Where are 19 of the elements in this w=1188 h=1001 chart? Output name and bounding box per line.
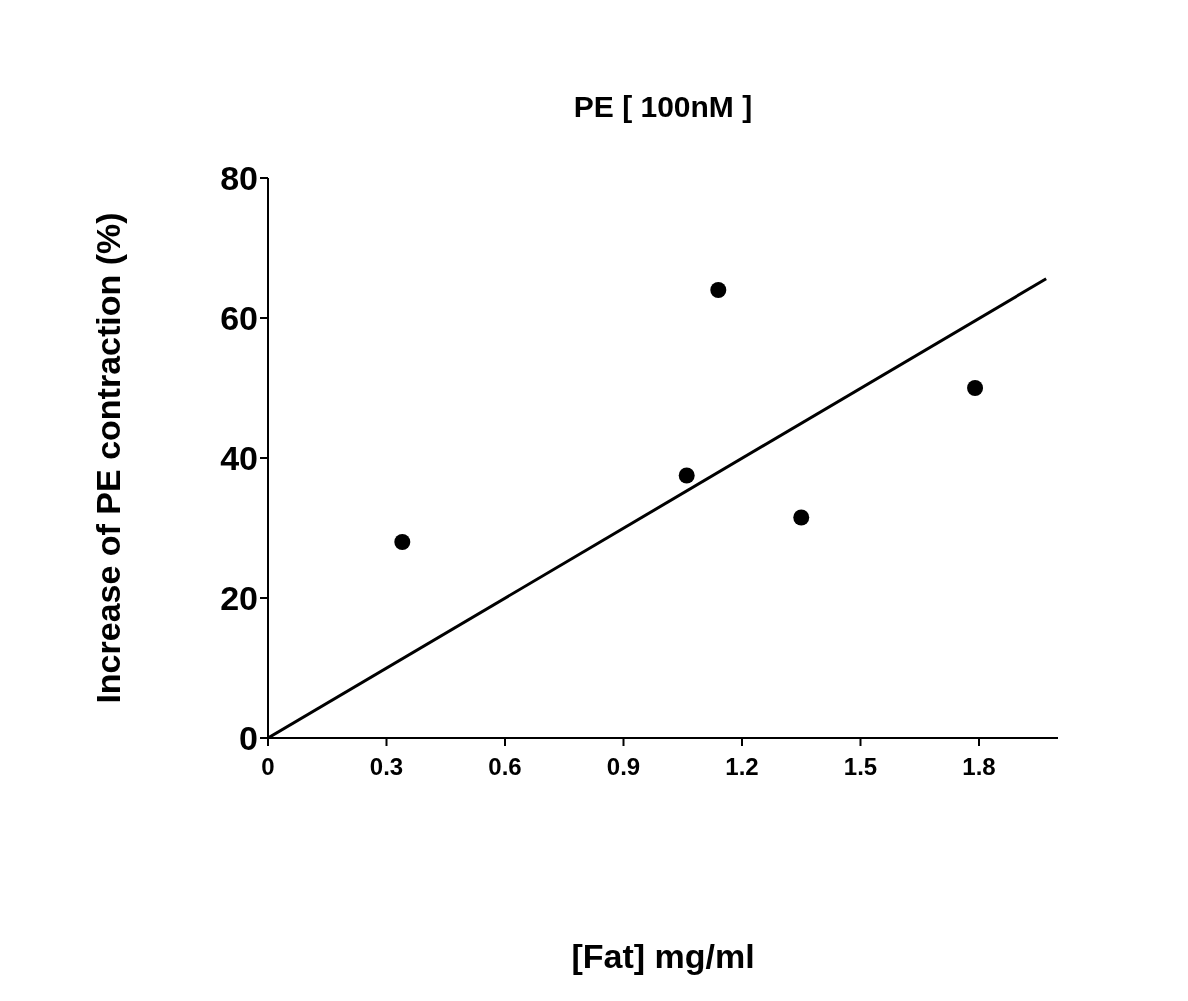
x-tick-label: 1.8: [962, 753, 996, 781]
x-tick-label: 1.2: [725, 753, 759, 781]
point: [793, 509, 810, 526]
x-tick-label: 0.9: [606, 753, 641, 781]
x-tick-label: 0.6: [488, 753, 522, 781]
point: [394, 534, 411, 550]
x-axis-title: [Fat] mg/ml: [571, 937, 755, 975]
y-tick-label: 20: [220, 579, 258, 618]
point: [678, 467, 695, 484]
point: [710, 282, 727, 298]
x-tick-label: 0: [261, 753, 275, 781]
chart-title: PE [ 100nM ]: [572, 90, 754, 124]
point: [967, 380, 984, 396]
x-tick-label: 1.5: [843, 753, 878, 781]
y-tick-label: 60: [220, 299, 258, 338]
y-tick-label: 40: [220, 439, 258, 478]
y-axis-title: Increase of PE contraction (%): [89, 212, 128, 704]
y-tick-label: 80: [220, 159, 258, 198]
x-tick-label: 0.3: [369, 753, 404, 781]
